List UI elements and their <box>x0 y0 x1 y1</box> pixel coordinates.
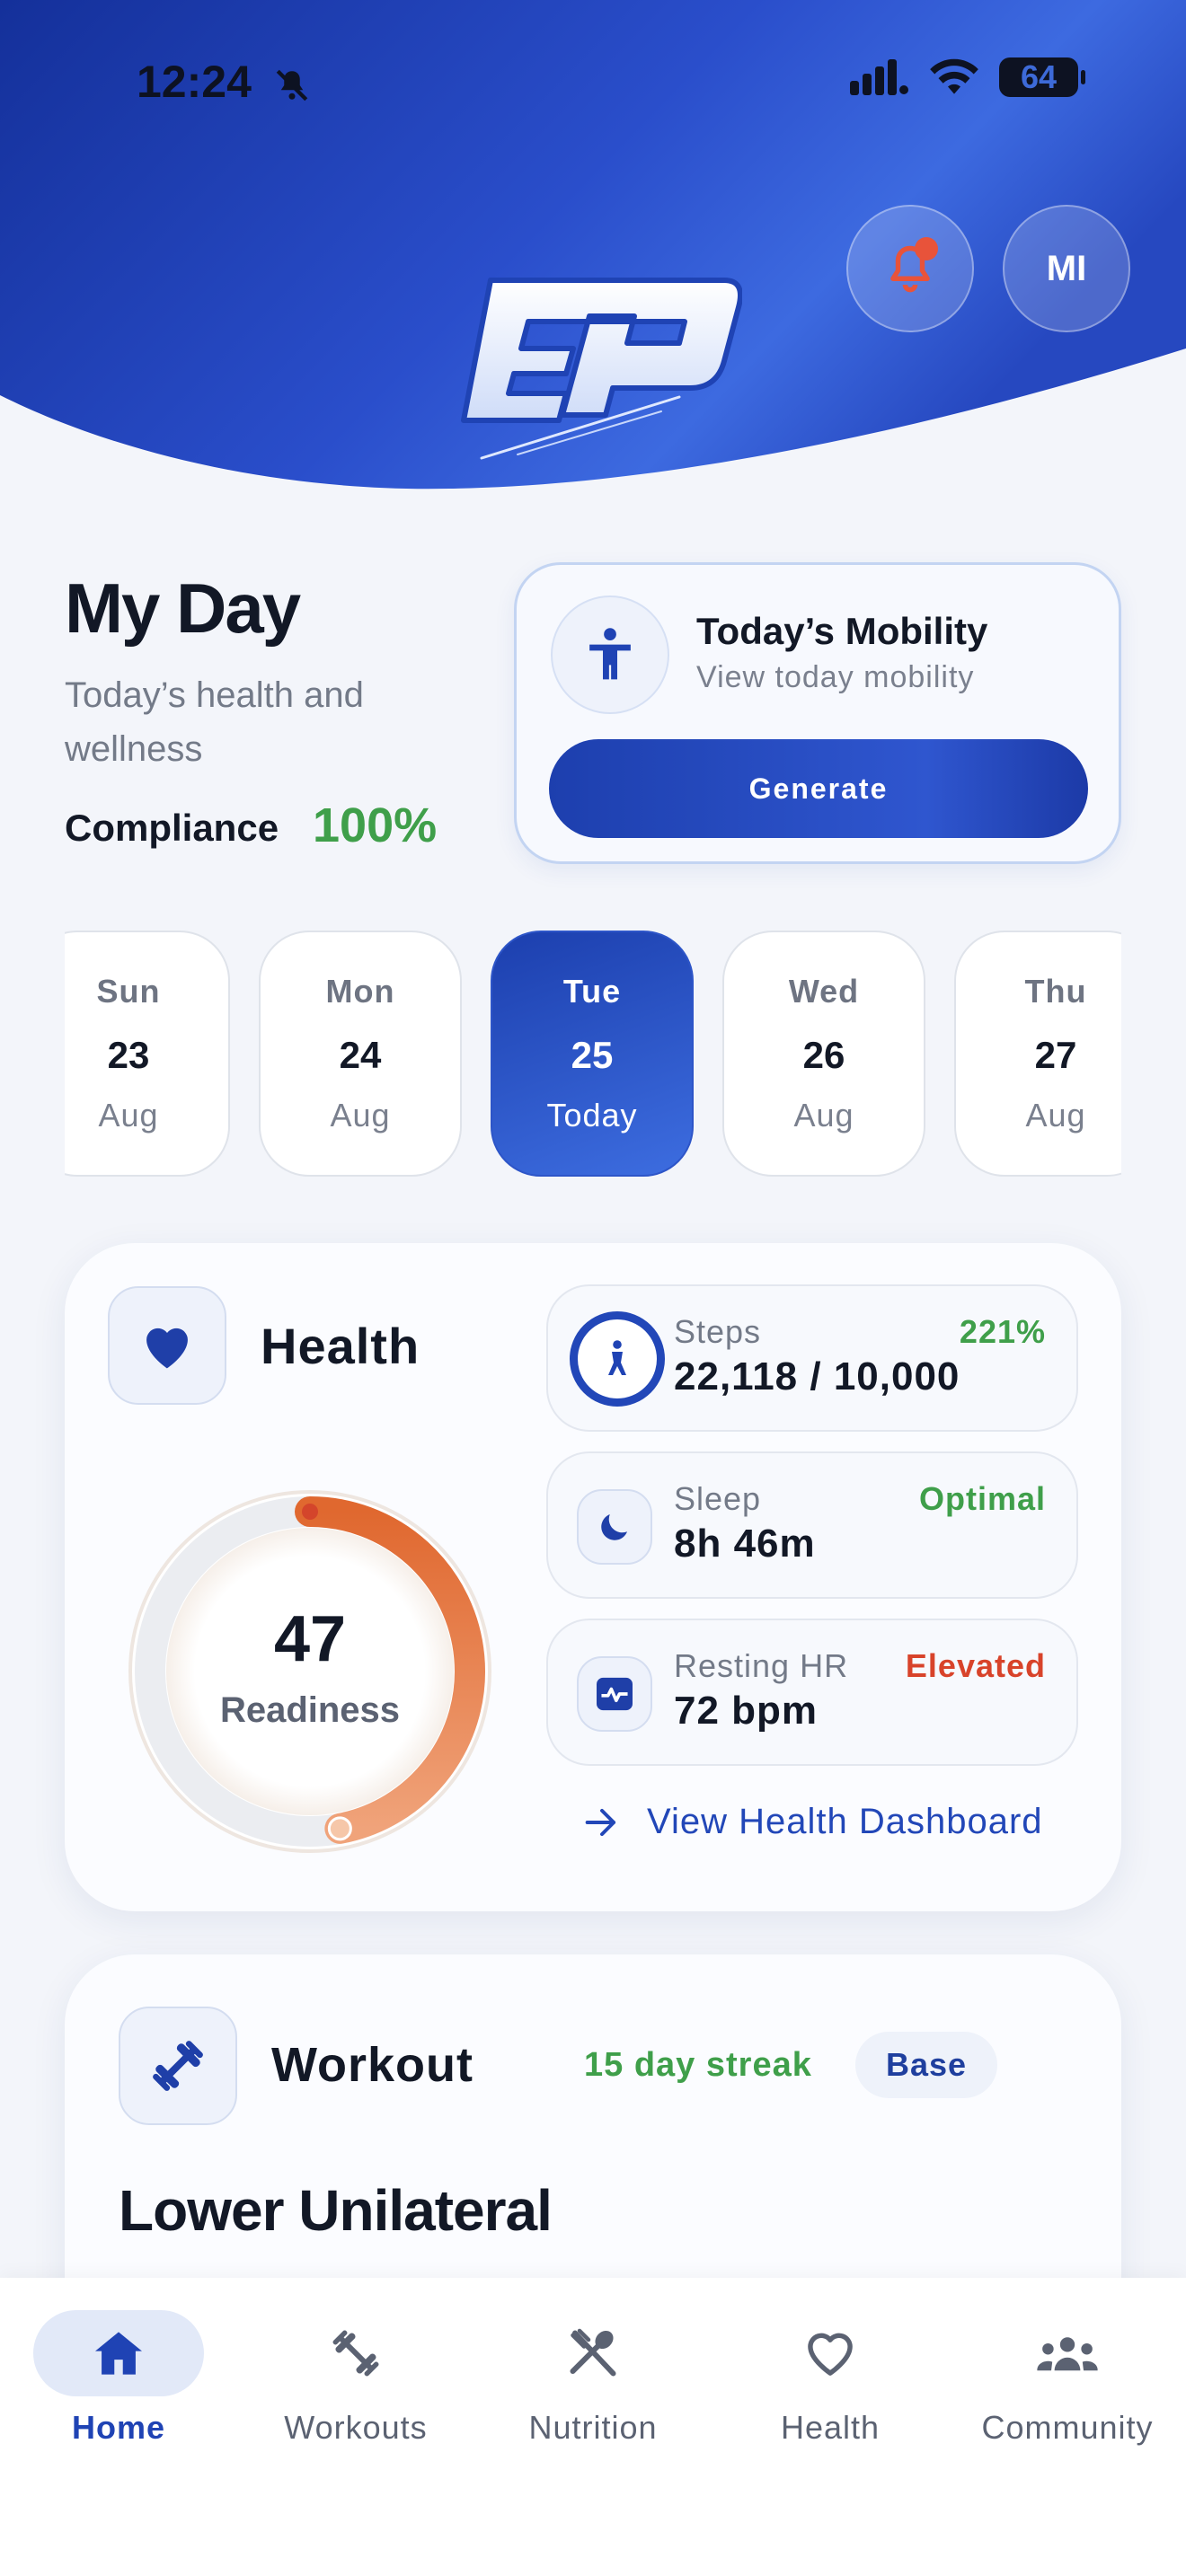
page-title: My Day <box>65 569 301 648</box>
nav-item-health[interactable]: Health <box>712 2310 949 2447</box>
day-name: Sun <box>96 973 161 1010</box>
nav-item-community[interactable]: Community <box>949 2310 1186 2447</box>
bottom-nav: Home Workouts Nutrition Health Community <box>0 2278 1186 2576</box>
nav-item-home[interactable]: Home <box>0 2310 237 2447</box>
resting-hr-value: 72 bpm <box>674 1689 819 1733</box>
steps-badge: 221% <box>959 1313 1046 1350</box>
steps-label: Steps <box>674 1313 762 1350</box>
wifi-icon <box>930 58 978 94</box>
moon-icon <box>577 1489 652 1565</box>
workout-title: Workout <box>271 2038 474 2092</box>
health-title: Health <box>261 1318 420 1374</box>
day-item-wed[interactable]: Wed 26 Aug <box>722 931 925 1177</box>
notification-dot <box>915 237 938 260</box>
sleep-label: Sleep <box>674 1480 762 1517</box>
notifications-button[interactable] <box>846 205 974 332</box>
nav-label: Workouts <box>284 2409 428 2446</box>
nav-item-nutrition[interactable]: Nutrition <box>474 2310 712 2447</box>
day-item-sun[interactable]: Sun 23 Aug <box>65 931 230 1177</box>
dumbbell-icon <box>119 2007 237 2125</box>
status-icons: 64 <box>850 57 1085 97</box>
heart-icon <box>108 1286 226 1405</box>
day-name: Wed <box>788 973 860 1010</box>
view-health-dashboard-label: View Health Dashboard <box>647 1802 1043 1841</box>
day-number: 25 <box>571 1034 614 1076</box>
brand-logo <box>455 262 743 464</box>
battery-indicator: 64 <box>999 57 1085 97</box>
day-today-label: Today <box>546 1097 638 1134</box>
resting-hr-label: Resting HR <box>674 1647 849 1684</box>
heart-rate-icon <box>577 1656 652 1732</box>
day-item-mon[interactable]: Mon 24 Aug <box>259 931 462 1177</box>
day-number: 27 <box>1034 1034 1077 1076</box>
compliance-label: Compliance <box>65 807 279 849</box>
workout-name: Lower Unilateral <box>119 2178 553 2243</box>
day-month: Aug <box>330 1097 391 1134</box>
day-month: Aug <box>793 1097 854 1134</box>
day-month: Aug <box>1025 1097 1086 1134</box>
people-icon <box>982 2310 1153 2396</box>
compliance-value: 100% <box>313 798 438 852</box>
mobility-card[interactable]: Today’s Mobility View today mobility Gen… <box>514 562 1121 864</box>
sleep-badge: Optimal <box>918 1480 1046 1517</box>
nav-item-workouts[interactable]: Workouts <box>237 2310 474 2447</box>
fork-spoon-icon <box>508 2310 678 2396</box>
avatar[interactable]: MI <box>1003 205 1130 332</box>
day-item-thu[interactable]: Thu 27 Aug <box>954 931 1121 1177</box>
generate-button[interactable]: Generate <box>549 739 1088 838</box>
health-card: Health 47 Readiness <box>65 1243 1121 1911</box>
arrow-right-icon <box>585 1808 616 1836</box>
day-item-tue[interactable]: Tue 25 Today <box>491 931 694 1177</box>
nav-label: Home <box>71 2409 166 2446</box>
signal-icon <box>850 59 908 95</box>
nav-label: Health <box>780 2409 881 2446</box>
streak-label: 15 day streak <box>584 2046 812 2084</box>
walking-icon <box>570 1311 665 1407</box>
dumbbell-icon <box>270 2310 441 2396</box>
sleep-value: 8h 46m <box>674 1522 816 1566</box>
readiness-gauge: 47 Readiness <box>126 1487 494 1856</box>
sleep-metric[interactable]: Sleep 8h 46m Optimal <box>546 1451 1078 1599</box>
nav-label: Community <box>981 2409 1154 2446</box>
mobility-title: Today’s Mobility <box>696 610 988 652</box>
page-subtitle: Today’s health and wellness <box>65 675 364 769</box>
status-time: 12:24 <box>137 57 252 107</box>
home-icon <box>33 2310 204 2396</box>
resting-hr-badge: Elevated <box>905 1647 1046 1684</box>
day-strip: Sun 23 Aug Mon 24 Aug Tue 25 Today Wed 2… <box>65 916 1121 1186</box>
readiness-label: Readiness <box>219 1690 401 1730</box>
heart-icon <box>745 2310 916 2396</box>
readiness-value: 47 <box>273 1603 347 1675</box>
steps-metric[interactable]: Steps 22,118 / 10,000 221% <box>546 1284 1078 1432</box>
day-name: Tue <box>562 973 622 1010</box>
steps-value: 22,118 / 10,000 <box>674 1354 960 1398</box>
header-banner <box>0 0 1186 503</box>
day-name: Thu <box>1024 973 1087 1010</box>
program-badge: Base <box>855 2032 998 2098</box>
bell-slash-icon <box>273 66 311 109</box>
day-number: 23 <box>107 1034 150 1076</box>
nav-label: Nutrition <box>528 2409 658 2446</box>
day-number: 24 <box>339 1034 382 1076</box>
resting-hr-metric[interactable]: Resting HR 72 bpm Elevated <box>546 1619 1078 1766</box>
view-health-dashboard-link[interactable]: View Health Dashboard <box>584 1802 1043 1842</box>
day-number: 26 <box>802 1034 845 1076</box>
day-name: Mon <box>325 973 395 1010</box>
mobility-subtitle: View today mobility <box>696 660 975 694</box>
person-stretch-icon <box>551 595 669 714</box>
day-month: Aug <box>98 1097 159 1134</box>
